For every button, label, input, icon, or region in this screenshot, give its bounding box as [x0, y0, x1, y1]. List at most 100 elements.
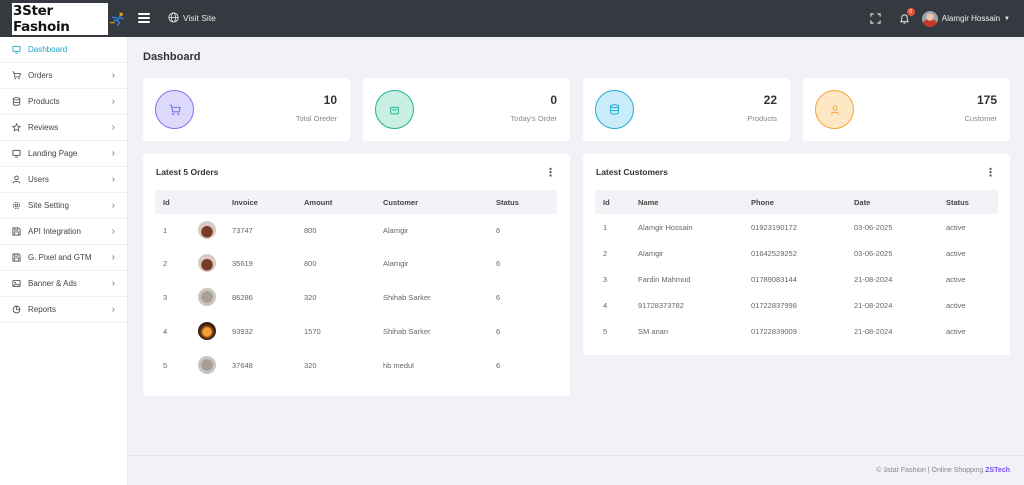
sidebar-item-users[interactable]: Users ›	[0, 167, 127, 193]
order-customer: Alamgir	[383, 225, 409, 235]
table-header-row: Id Name Phone Date Status	[595, 190, 998, 214]
brand-logo[interactable]: 3Ster Fashoin	[0, 0, 128, 37]
avatar	[921, 10, 938, 27]
sidebar-item-label: G. Pixel and GTM	[28, 253, 92, 262]
sidebar-item-label: Products	[28, 97, 60, 106]
more-options-icon[interactable]: ⋮	[985, 167, 996, 179]
table-row[interactable]: 3 Fardin Mahmud 01789083144 21-08-2024 a…	[595, 266, 998, 292]
sidebar-item-products[interactable]: Products ›	[0, 89, 127, 115]
order-status: 6	[496, 225, 501, 235]
database-icon	[12, 97, 21, 106]
customer-name: Alamgir	[638, 248, 664, 258]
customer-phone: 01923190172	[751, 222, 797, 232]
sidebar-item-reports[interactable]: Reports ›	[0, 297, 127, 323]
column-header: Id	[595, 190, 630, 214]
order-status: 6	[496, 292, 501, 302]
customer-id: 4	[603, 300, 608, 310]
table-row[interactable]: 4 93932 1570 Shihab Sarker 6	[155, 314, 557, 348]
order-invoice: 86286	[232, 292, 253, 302]
column-header: Status	[488, 190, 557, 214]
top-navbar: 3Ster Fashoin Visit Site 0 Alamgir Hossa…	[0, 0, 1024, 37]
customer-id: 2	[603, 248, 608, 258]
runner-icon	[110, 12, 125, 26]
order-id: 1	[163, 225, 168, 235]
panel-title: Latest Customers	[596, 167, 668, 177]
table-row[interactable]: 1 Alamgir Hossain 01923190172 03-06-2025…	[595, 214, 998, 240]
menu-toggle-icon[interactable]	[138, 13, 150, 23]
sidebar-item-site-setting[interactable]: Site Setting ›	[0, 193, 127, 219]
user-icon	[830, 105, 839, 114]
order-id: 2	[163, 258, 168, 268]
sidebar-item-api-integration[interactable]: API Integration ›	[0, 219, 127, 245]
order-customer: Shihab Sarker	[383, 292, 431, 302]
customer-date: 21-08-2024	[854, 300, 893, 310]
stat-card-customer: 175 Customer	[803, 78, 1010, 141]
table-row[interactable]: 2 Alamgir 01642529252 03-06-2025 active	[595, 240, 998, 266]
monitor-icon	[12, 45, 21, 54]
stat-card-products: 22 Products	[583, 78, 790, 141]
order-id: 4	[163, 326, 168, 336]
cart-icon	[12, 71, 21, 80]
customer-name: Fardin Mahmud	[638, 274, 691, 284]
order-amount: 320	[304, 292, 317, 302]
chevron-right-icon: ›	[111, 122, 115, 133]
customer-status: active	[946, 300, 966, 310]
gear-icon	[12, 201, 21, 210]
stat-value: 175	[976, 93, 997, 107]
sidebar-item-orders[interactable]: Orders ›	[0, 63, 127, 89]
visit-site-link[interactable]: Visit Site	[168, 12, 216, 23]
table-row[interactable]: 4 91728373782 01722837998 21-08-2024 act…	[595, 292, 998, 318]
sidebar-item-label: API Integration	[28, 227, 81, 236]
sidebar-item-reviews[interactable]: Reviews ›	[0, 115, 127, 141]
sidebar-item-landing-page[interactable]: Landing Page ›	[0, 141, 127, 167]
customer-status: active	[946, 326, 966, 336]
sidebar-item-dashboard[interactable]: Dashboard	[0, 37, 127, 63]
customer-status: active	[946, 222, 966, 232]
chevron-right-icon: ›	[111, 304, 115, 315]
fullscreen-icon[interactable]	[870, 13, 881, 24]
table-row[interactable]: 5 SM anan 01722839009 21-08-2024 active	[595, 318, 998, 344]
customer-status: active	[946, 248, 966, 258]
orders-table: Id Invoice Amount Customer Status 1 7374…	[155, 190, 557, 382]
chevron-right-icon: ›	[111, 226, 115, 237]
main-content: Dashboard 10 Total Oreder 0 Today's Orde…	[128, 37, 1024, 455]
user-menu[interactable]: Alamgir Hossain ▼	[921, 10, 1010, 27]
cart-icon	[169, 104, 181, 115]
sidebar-item-banner-ads[interactable]: Banner & Ads ›	[0, 271, 127, 297]
save-icon	[12, 253, 21, 262]
sidebar-item-pixel-gtm[interactable]: G. Pixel and GTM ›	[0, 245, 127, 271]
stat-label: Today's Order	[510, 114, 557, 123]
table-row[interactable]: 1 73747 800 Alamgir 6	[155, 214, 557, 246]
stat-icon-circle	[155, 90, 194, 129]
footer-link[interactable]: ZSTech	[985, 467, 1010, 474]
customers-table: Id Name Phone Date Status 1 Alamgir Hoss…	[595, 190, 998, 344]
star-icon	[12, 123, 21, 132]
order-invoice: 37648	[232, 360, 253, 370]
sidebar-item-label: Banner & Ads	[28, 279, 77, 288]
copyright-text: © 3star Fashion | Online Shopping	[876, 467, 984, 474]
chevron-right-icon: ›	[111, 252, 115, 263]
more-options-icon[interactable]: ⋮	[545, 167, 556, 179]
product-thumbnail	[198, 356, 216, 374]
table-row[interactable]: 2 35619 800 Alamgir 6	[155, 246, 557, 280]
globe-icon	[168, 12, 179, 23]
chevron-right-icon: ›	[111, 70, 115, 81]
sidebar-item-label: Users	[28, 175, 49, 184]
stat-card-todays-order: 0 Today's Order	[363, 78, 570, 141]
stat-value: 0	[550, 93, 557, 107]
chevron-right-icon: ›	[111, 278, 115, 289]
table-row[interactable]: 5 37648 320 hb medul 6	[155, 348, 557, 382]
save-icon	[12, 227, 21, 236]
notification-badge: 0	[906, 7, 915, 16]
order-amount: 320	[304, 360, 317, 370]
stat-label: Products	[747, 114, 777, 123]
table-row[interactable]: 3 86286 320 Shihab Sarker 6	[155, 280, 557, 314]
monitor-icon	[12, 149, 21, 158]
notification-bell-icon[interactable]: 0	[899, 7, 915, 25]
product-thumbnail	[198, 322, 216, 340]
logo-text: 3Ster Fashoin	[12, 2, 109, 35]
navbar-right: 0 Alamgir Hossain ▼	[870, 0, 1010, 37]
stat-label: Total Oreder	[295, 114, 337, 123]
stat-card-total-order: 10 Total Oreder	[143, 78, 350, 141]
order-amount: 800	[304, 258, 317, 268]
